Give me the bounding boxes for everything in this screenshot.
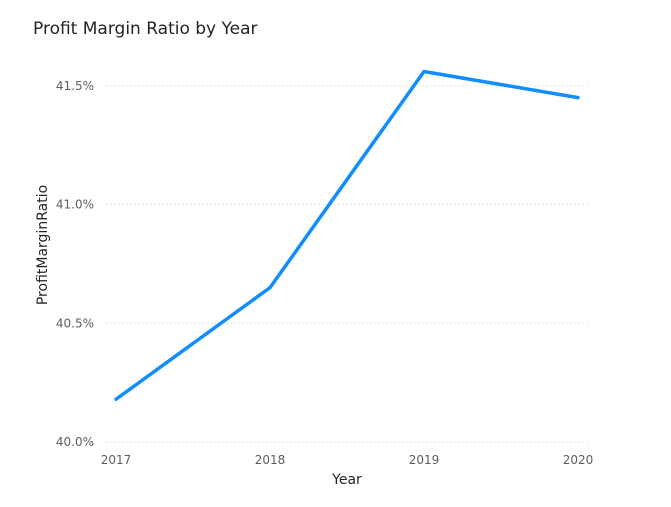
data-point[interactable] [268,286,272,290]
y-tick-label: 41.0% [56,198,94,212]
gridlines [107,85,590,443]
y-tick-label: 40.0% [56,435,94,449]
x-axis-title: Year [331,472,362,488]
data-point[interactable] [576,96,580,100]
x-tick-label: 2018 [255,453,286,467]
y-tick-label: 40.5% [56,316,94,330]
x-tick-label: 2020 [563,453,594,467]
x-axis-ticks: 2017 2018 2019 2020 [101,453,594,467]
series-layer [114,69,580,401]
y-axis-title: ProfitMarginRatio [35,185,51,305]
y-axis-ticks: 40.0% 40.5% 41.0% 41.5% [56,79,94,449]
x-tick-label: 2017 [101,453,132,467]
x-tick-label: 2019 [409,453,440,467]
y-tick-label: 41.5% [56,79,94,93]
data-point[interactable] [114,397,118,401]
chart-title: Profit Margin Ratio by Year [33,19,258,39]
series-line[interactable] [114,69,580,401]
data-point[interactable] [422,70,426,73]
